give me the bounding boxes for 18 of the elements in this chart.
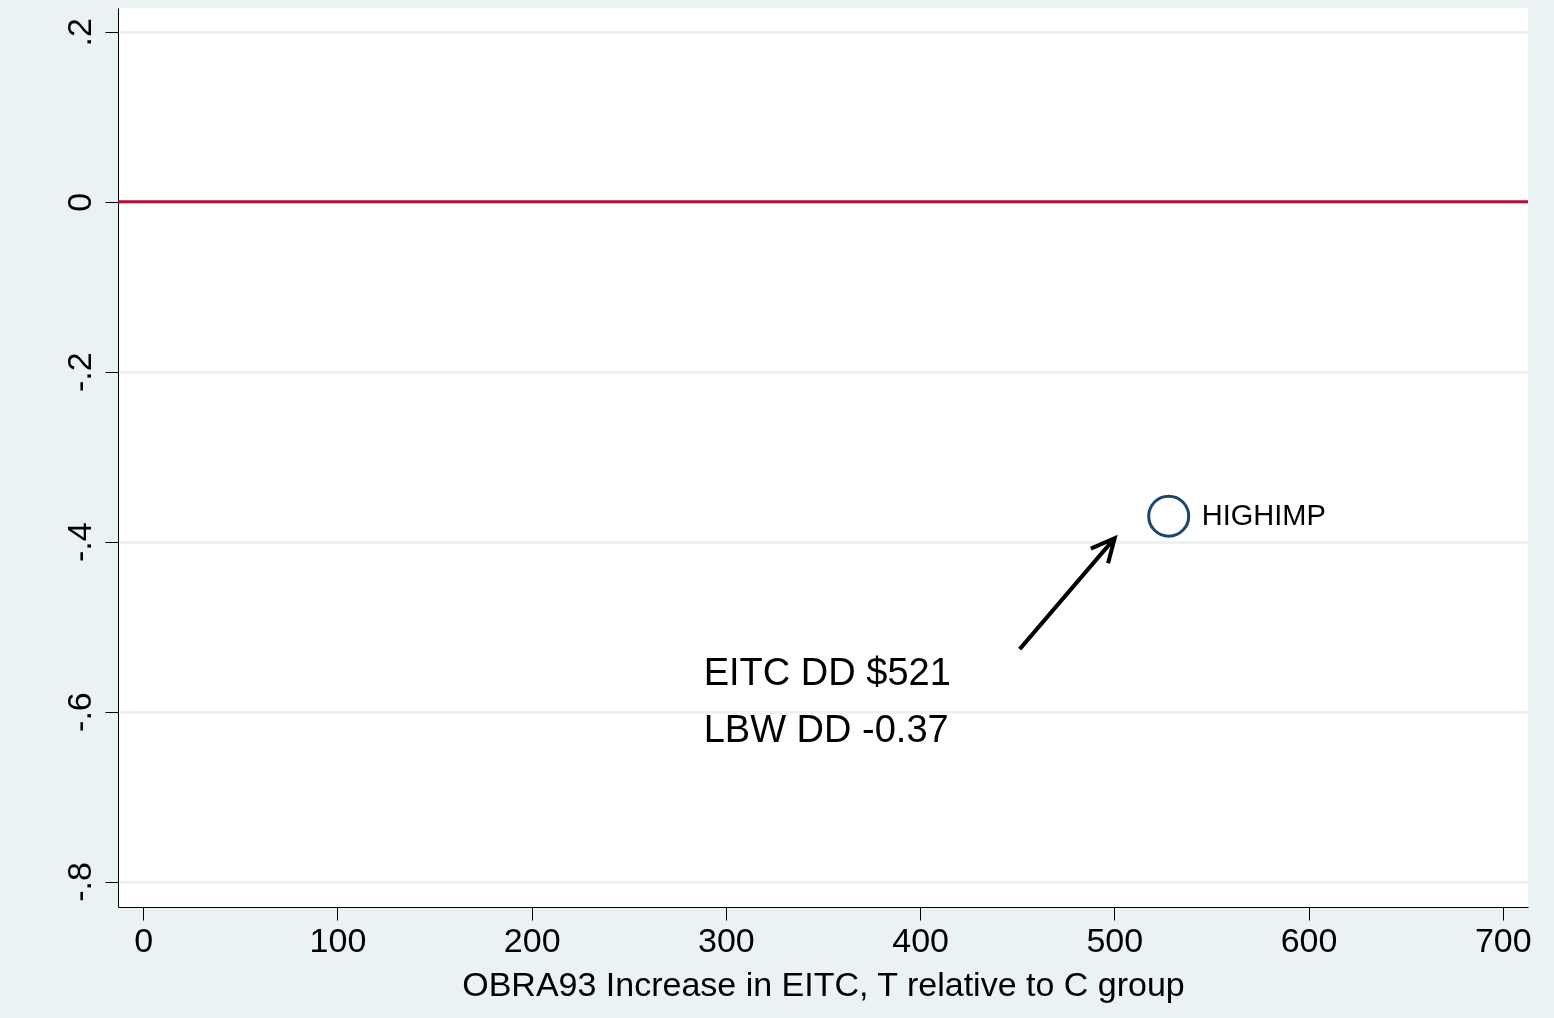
annotation: LBW DD -0.37 (703, 708, 949, 751)
x-axis-title: OBRA93 Increase in EITC, T relative to C group (462, 964, 1185, 1003)
x-tick-label: 200 (503, 920, 561, 959)
y-tick-label: -.4 (59, 522, 98, 562)
y-tick-label: .2 (59, 18, 98, 47)
x-tick-label: 300 (698, 920, 755, 959)
y-tick-label: -.6 (59, 692, 98, 732)
x-tick-label: 400 (892, 920, 949, 959)
x-tick-label: 600 (1280, 920, 1338, 959)
series-label: HIGHIMP (1201, 499, 1326, 532)
x-tick-label: 100 (309, 920, 367, 959)
y-tick-label: -.2 (59, 352, 98, 393)
y-tick-label: -.8 (59, 862, 98, 902)
x-tick-label: 700 (1474, 920, 1532, 959)
annotation: EITC DD $521 (703, 651, 951, 694)
x-tick-label: 0 (134, 920, 154, 959)
x-tick-label: 500 (1086, 920, 1144, 959)
y-tick-label: 0 (59, 192, 98, 212)
